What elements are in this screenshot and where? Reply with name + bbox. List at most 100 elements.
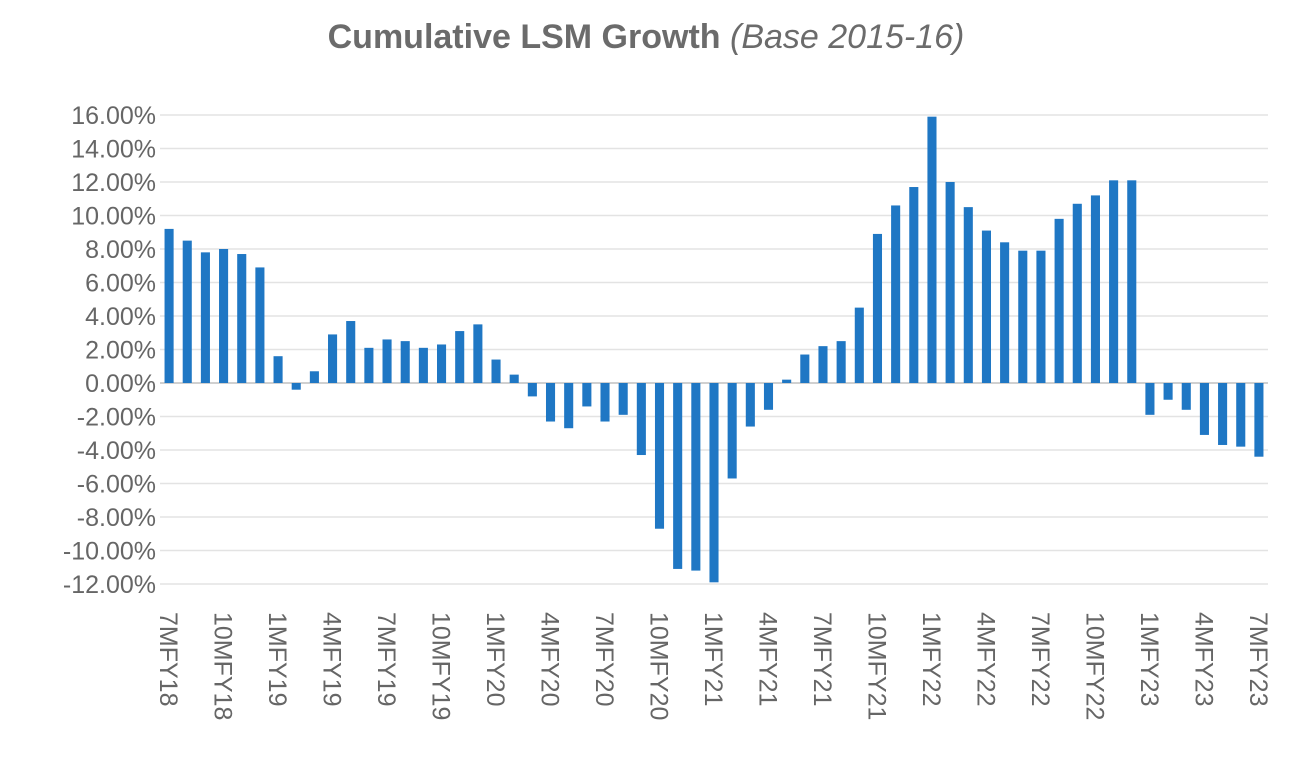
bar [255, 267, 265, 383]
bar [891, 205, 901, 383]
bar [927, 116, 937, 384]
bar [309, 371, 319, 383]
bar [763, 383, 774, 410]
bar [1145, 383, 1155, 415]
bar [364, 347, 374, 383]
bar [582, 383, 592, 407]
x-tick-label: 1MFY19 [263, 612, 291, 706]
x-tick-label: 4MFY23 [1189, 612, 1217, 706]
x-tick-label: 10MFY22 [1080, 612, 1108, 720]
x-tick-label: 1MFY23 [1135, 612, 1163, 706]
bar [346, 321, 356, 383]
x-tick-label: 4MFY19 [318, 612, 346, 706]
bar [727, 383, 737, 479]
x-tick-label: 10MFY21 [862, 612, 890, 720]
y-tick-label: 4.00% [85, 303, 156, 331]
x-tick-label: 1MFY22 [917, 612, 945, 706]
bar [1072, 203, 1082, 383]
bar [600, 383, 610, 422]
bar [527, 383, 537, 397]
x-tick-label: 10MFY18 [209, 612, 237, 720]
x-tick-label: 7MFY20 [590, 612, 618, 706]
y-tick-label: 6.00% [85, 270, 156, 298]
y-tick-label: -10.00% [63, 538, 156, 566]
x-tick-label: 4MFY21 [753, 612, 781, 706]
bar [473, 324, 483, 383]
y-tick-label: 2.00% [85, 337, 156, 365]
chart-title: Cumulative LSM Growth (Base 2015-16) [0, 18, 1292, 57]
bar [1090, 195, 1100, 383]
bar [400, 341, 410, 383]
bar [1163, 383, 1173, 400]
bar [818, 346, 828, 383]
y-tick-label: -8.00% [77, 504, 156, 532]
x-tick-label: 1MFY20 [481, 612, 509, 706]
bar [782, 379, 792, 383]
bar [1181, 383, 1191, 410]
bar [237, 254, 247, 383]
y-tick-label: -2.00% [77, 404, 156, 432]
y-tick-label: 10.00% [71, 203, 156, 231]
x-tick-label: 7MFY21 [808, 612, 836, 706]
bar [673, 383, 683, 569]
bar [291, 383, 301, 390]
bar [164, 228, 174, 383]
y-tick-label: 8.00% [85, 236, 156, 264]
bar [872, 233, 883, 383]
bar [1018, 250, 1028, 383]
bar [1127, 180, 1137, 383]
bar [745, 383, 755, 427]
bar [382, 339, 392, 383]
bar [618, 383, 628, 415]
bar [691, 383, 701, 571]
x-tick-label: 7MFY19 [372, 612, 400, 706]
bar [636, 383, 646, 456]
bar [1199, 383, 1209, 435]
x-tick-label: 1MFY21 [699, 612, 727, 706]
bar [654, 383, 665, 529]
x-tick-label: 4MFY20 [536, 612, 564, 706]
bar [491, 359, 501, 383]
bar [564, 383, 574, 429]
x-tick-label: 7MFY18 [154, 612, 182, 706]
x-axis-ticks: 7MFY18 10MFY18 1MFY19 4MFY19 7MFY19 10MFY19 1M… [154, 612, 1272, 720]
y-tick-label: -6.00% [77, 471, 156, 499]
bar [328, 334, 338, 383]
bar [800, 354, 810, 383]
y-tick-label: -12.00% [63, 571, 156, 599]
bar [437, 344, 447, 383]
bar [1054, 218, 1064, 383]
x-tick-label: 10MFY19 [427, 612, 455, 720]
bar [854, 307, 864, 383]
bar [418, 347, 428, 383]
x-tick-label: 7MFY23 [1244, 612, 1272, 706]
bar [709, 383, 719, 583]
x-tick-label: 10MFY20 [645, 612, 673, 720]
bar [182, 240, 192, 383]
bar [1254, 383, 1264, 457]
y-tick-label: 16.00% [71, 102, 156, 130]
bar [1218, 383, 1228, 445]
bar [909, 187, 919, 383]
y-tick-label: 0.00% [85, 370, 156, 398]
y-tick-label: -4.00% [77, 437, 156, 465]
bar [1109, 180, 1119, 383]
bar [219, 249, 229, 383]
bar [509, 374, 519, 383]
bar [455, 331, 465, 383]
chart-subtitle: (Base 2015-16) [730, 18, 965, 56]
bar [273, 356, 283, 383]
x-tick-label: 7MFY22 [1026, 612, 1054, 706]
bar [945, 182, 955, 383]
y-axis-ticks: 16.00% 14.00% 12.00% 10.00% 8.00% 6.00% 4.00% 2… [63, 102, 156, 599]
bar [200, 252, 210, 383]
bars [164, 116, 1264, 583]
bar [836, 341, 846, 383]
bar [1000, 242, 1010, 383]
y-tick-label: 14.00% [71, 136, 156, 164]
bar [963, 207, 973, 383]
bar [545, 383, 556, 422]
chart-title-main: Cumulative LSM Growth [327, 18, 721, 56]
bar [1036, 250, 1046, 383]
